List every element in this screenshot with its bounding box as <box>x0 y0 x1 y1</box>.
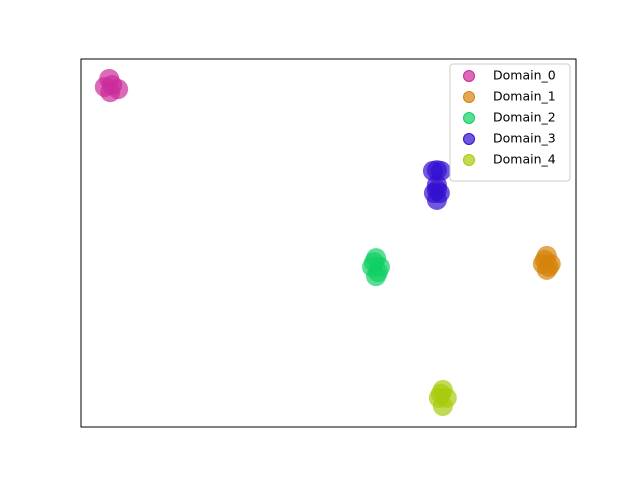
legend-label: Domain_2 <box>493 110 556 125</box>
point <box>538 256 559 277</box>
legend-marker <box>463 133 475 145</box>
point <box>368 262 388 283</box>
legend-label: Domain_0 <box>493 68 556 83</box>
point <box>430 383 451 404</box>
legend-box <box>449 63 571 182</box>
legend-label: Domain_1 <box>493 89 556 104</box>
legend-marker <box>463 70 475 82</box>
point <box>426 180 447 201</box>
legend-marker <box>463 112 475 124</box>
legend-label: Domain_4 <box>493 152 556 167</box>
legend-marker <box>463 91 475 103</box>
point <box>102 75 123 96</box>
point <box>426 160 447 181</box>
legend-marker <box>463 154 475 166</box>
legend-label: Domain_3 <box>493 131 556 146</box>
plot-frame <box>80 58 577 428</box>
